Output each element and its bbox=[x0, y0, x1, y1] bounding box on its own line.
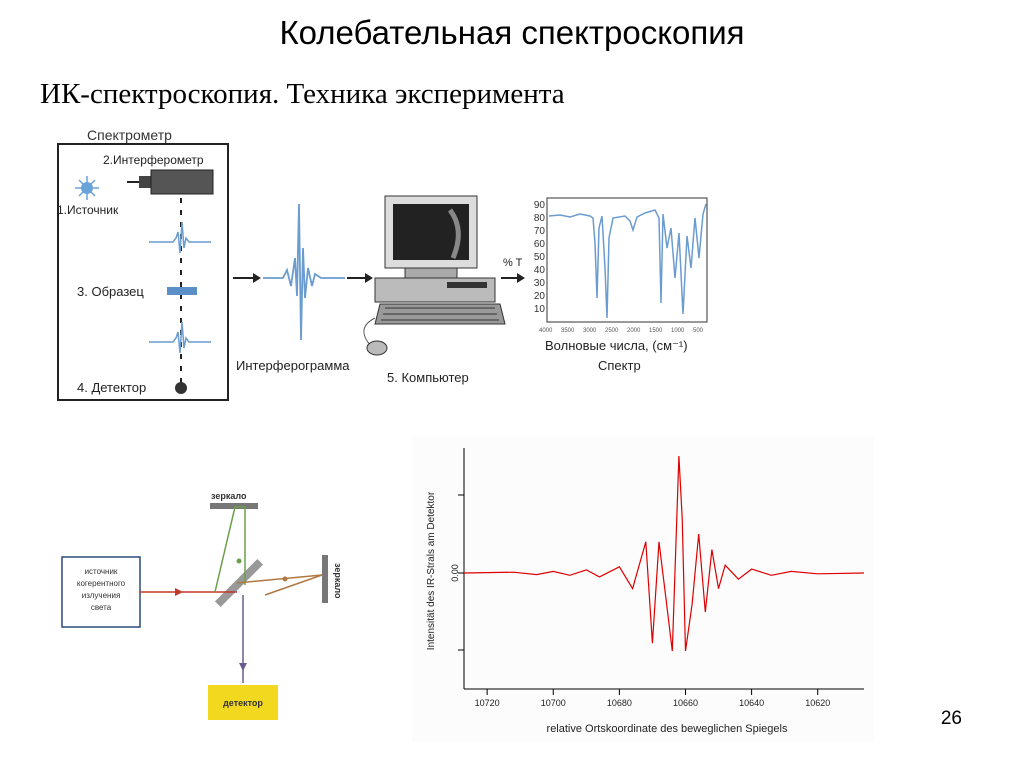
spectrometer-label: Спектрометр bbox=[87, 127, 172, 143]
spectrum-xtick: 500 bbox=[693, 328, 704, 334]
spectrometer-box bbox=[57, 143, 229, 401]
interferogram-chart: 0.00 Intensität des IR-Strals am Detekto… bbox=[412, 436, 874, 742]
spectrum-xticks: 4000 3500 3000 2500 2000 1500 1000 500 bbox=[539, 328, 704, 334]
series-line bbox=[463, 455, 865, 652]
x-ticks: 10720 10700 10680 10660 10640 10620 bbox=[475, 689, 830, 708]
spectrum-ytick: 40 bbox=[534, 265, 546, 276]
source-star-icon bbox=[75, 176, 99, 200]
spectrum-frame bbox=[546, 197, 708, 323]
mirror-right bbox=[322, 555, 328, 603]
spectrum-caption: Спектр bbox=[598, 358, 641, 373]
spectrum-ytick: 30 bbox=[534, 278, 546, 289]
spectrum-xtick: 1000 bbox=[671, 328, 685, 334]
green-beam bbox=[214, 506, 246, 593]
beam-marker bbox=[236, 558, 242, 564]
sample-bar bbox=[167, 287, 197, 295]
mirror-top-label: зеркало bbox=[211, 491, 247, 501]
source-text-line: источник bbox=[85, 567, 118, 576]
wavelet-1 bbox=[149, 221, 211, 254]
arrow-head bbox=[253, 273, 261, 283]
x-tick-label: 10700 bbox=[541, 698, 566, 708]
arrow-head bbox=[365, 273, 373, 283]
orange-beam bbox=[236, 574, 323, 596]
spectrum-ytick: 50 bbox=[534, 252, 546, 263]
source-box bbox=[61, 556, 141, 628]
computer-icon bbox=[363, 195, 506, 356]
spectrum-xtick: 4000 bbox=[539, 328, 553, 334]
interferogram-label: Интерферограмма bbox=[236, 358, 350, 373]
source-text-line: излучения bbox=[82, 591, 121, 600]
mirror-top bbox=[210, 503, 258, 509]
interferometer-block bbox=[150, 169, 214, 195]
wavelet-2 bbox=[149, 321, 211, 354]
page-number: 26 bbox=[940, 708, 962, 729]
source-text-line: света bbox=[91, 603, 112, 612]
x-tick-label: 10680 bbox=[607, 698, 632, 708]
mirror-right-label: зеркало bbox=[333, 563, 343, 599]
spectrum-ylabel: % T bbox=[503, 257, 523, 269]
spectrum-ytick: 10 bbox=[534, 304, 546, 315]
x-tick-label: 10720 bbox=[475, 698, 500, 708]
interferogram-wave bbox=[263, 203, 345, 341]
detector-label: 4. Детектор bbox=[77, 380, 146, 395]
x-tick-label: 10660 bbox=[673, 698, 698, 708]
spectrum-ytick: 90 bbox=[534, 200, 546, 211]
spectrum-ytick: 60 bbox=[534, 239, 546, 250]
spectrum-xtick: 2000 bbox=[627, 328, 641, 334]
spectrum-xtick: 3500 bbox=[561, 328, 575, 334]
source-text-line: когерентного bbox=[77, 579, 126, 588]
beam-marker bbox=[282, 576, 288, 582]
beam-arrow bbox=[239, 663, 247, 671]
sample-label: 3. Образец bbox=[77, 284, 144, 299]
arrow-head bbox=[517, 273, 525, 283]
source-label: 1.Источник bbox=[57, 203, 119, 217]
spectrum-xtick: 3000 bbox=[583, 328, 597, 334]
chart-background bbox=[412, 436, 874, 742]
slide-subtitle: ИК-спектроскопия. Техника эксперимента bbox=[40, 78, 565, 110]
source-text: источник когерентного излучения света bbox=[77, 567, 126, 612]
michelson-figure: зеркало зеркало источник когерентного из… bbox=[61, 491, 343, 720]
slide-title: Колебательная спектроскопия bbox=[279, 14, 745, 51]
x-tick-label: 10640 bbox=[739, 698, 764, 708]
detector-box bbox=[208, 685, 278, 720]
spectrum-yticks: 90 80 70 60 50 40 30 20 10 bbox=[534, 200, 546, 315]
spectrum-ytick: 80 bbox=[534, 213, 546, 224]
spectrum-ytick: 70 bbox=[534, 226, 546, 237]
spectrum-ytick: 20 bbox=[534, 291, 546, 302]
spectrum-xtick: 1500 bbox=[649, 328, 663, 334]
spectrometer-figure: Спектрометр 2.Интерферометр 1.Источник 3… bbox=[57, 127, 708, 401]
beam-arrow bbox=[175, 588, 183, 596]
y-axis-label: Intensität des IR-Strals am Detektor bbox=[426, 491, 437, 650]
detector-box-label: детектор bbox=[223, 698, 263, 708]
spectrum-xlabel: Волновые числа, (см⁻¹) bbox=[545, 338, 688, 353]
y-tick-label: 0.00 bbox=[450, 564, 460, 582]
interferometer-port bbox=[139, 176, 151, 188]
interferometer-label: 2.Интерферометр bbox=[103, 153, 204, 167]
x-axis-label: relative Ortskoordinate des beweglichen … bbox=[547, 723, 788, 735]
x-tick-label: 10620 bbox=[805, 698, 830, 708]
spectrum-xtick: 2500 bbox=[605, 328, 619, 334]
detector-dot bbox=[175, 382, 187, 394]
computer-label: 5. Компьютер bbox=[387, 370, 469, 385]
spectrum-line bbox=[548, 203, 707, 319]
